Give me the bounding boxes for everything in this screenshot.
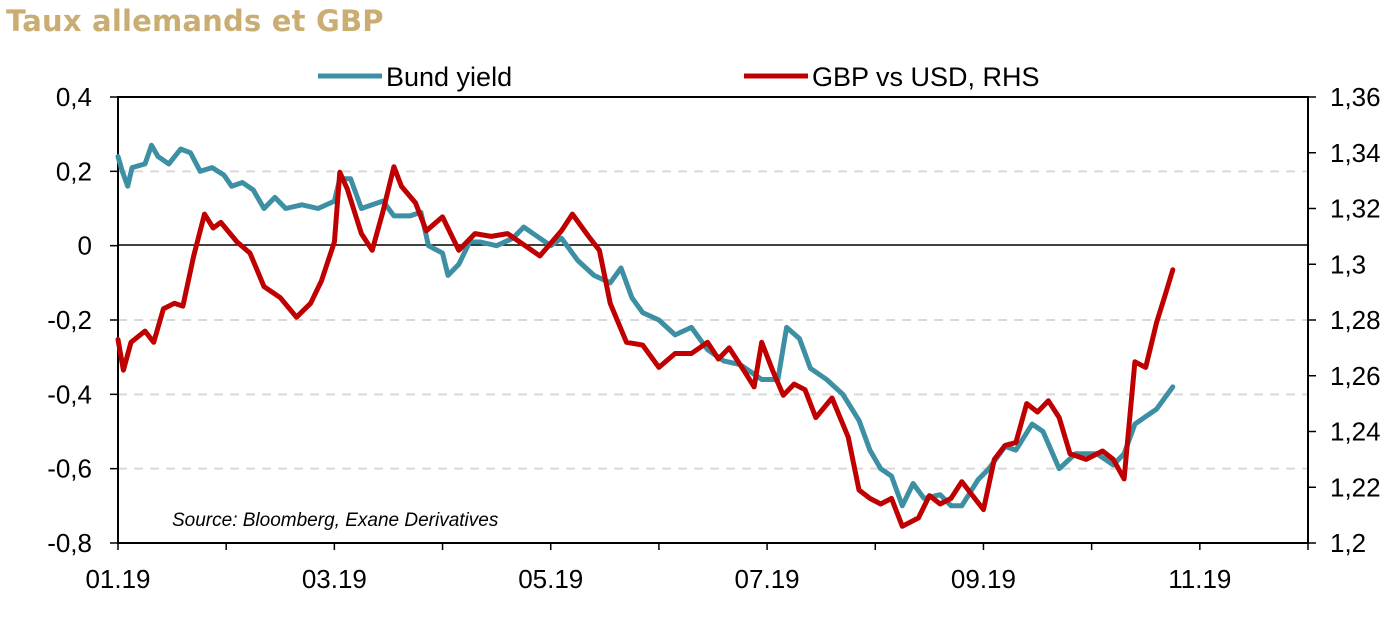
series-lines	[115, 142, 1176, 529]
y-right-tick-label: 1,34	[1330, 138, 1381, 168]
y-right-tick-label: 1,22	[1330, 472, 1381, 502]
gridlines	[118, 170, 1308, 470]
y-right-tick-label: 1,28	[1330, 305, 1381, 335]
y-right-tick-label: 1,36	[1330, 82, 1381, 112]
x-tick-label: 11.19	[1168, 564, 1231, 594]
axis-ticks: 0,4 0,2 0 -0,2 -0,4 -0,6 -0,8 1,36 1,34 1,32 1,3 1,…	[47, 82, 1380, 594]
y-left-tick-label: -0,2	[47, 305, 92, 335]
x-tick-label: 07.19	[735, 564, 800, 594]
y-right-tick-label: 1,26	[1330, 361, 1381, 391]
x-tick-label: 09.19	[951, 564, 1016, 594]
y-left-tick-label: 0,2	[56, 156, 92, 186]
y-right-tick-label: 1,2	[1330, 528, 1366, 558]
y-left-tick-label: -0,6	[47, 454, 92, 484]
y-left-tick-label: 0	[78, 231, 92, 261]
y-right-tick-label: 1,3	[1330, 249, 1366, 279]
chart-title: Taux allemands et GBP	[6, 4, 384, 38]
legend: Bund yield GBP vs USD, RHS	[318, 62, 1040, 92]
x-tick-label: 01.19	[85, 564, 150, 594]
legend-label-bund: Bund yield	[386, 62, 512, 92]
legend-label-gbp: GBP vs USD, RHS	[812, 62, 1040, 92]
y-left-tick-label: -0,4	[47, 379, 92, 409]
y-left-tick-label: -0,8	[47, 528, 92, 558]
series-line-gbp-usd	[115, 164, 1176, 529]
x-tick-label: 05.19	[518, 564, 583, 594]
y-left-tick-label: 0,4	[56, 82, 92, 112]
y-right-tick-label: 1,24	[1330, 417, 1381, 447]
y-right-tick-label: 1,32	[1330, 194, 1381, 224]
series-line-bund-yield	[115, 142, 1176, 509]
x-tick-label: 03.19	[302, 564, 367, 594]
source-note: Source: Bloomberg, Exane Derivatives	[172, 510, 499, 531]
